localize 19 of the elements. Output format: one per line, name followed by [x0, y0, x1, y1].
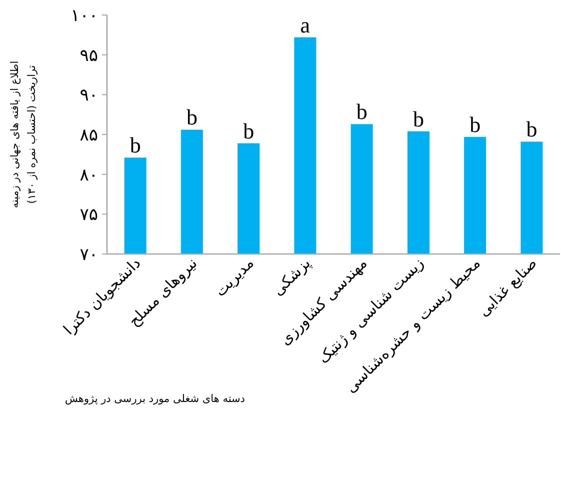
y-tick-label: ۷۵: [80, 205, 98, 226]
x-tick-label: پزشکی: [268, 254, 314, 300]
annotation: b: [412, 106, 424, 132]
y-axis-title: اطلاع از یافته های جهانی در زمینه تراریخت (احتساب نمره از ۱۳۰): [9, 60, 38, 208]
y-tick-label: ۹۰: [80, 86, 98, 106]
y-tick-label: ۸۰: [80, 165, 98, 186]
annotation: b: [130, 132, 141, 158]
y-tick-label: ۹۵: [80, 46, 98, 66]
y-tick-label: ۷۰: [80, 245, 98, 265]
x-axis-title: دسته های شغلی مورد بررسی در پژوهش: [65, 393, 246, 405]
annotation: b: [356, 99, 368, 124]
annotation: b: [526, 116, 538, 142]
y-tick-label: ۸۵: [80, 126, 98, 146]
annotation: a: [300, 12, 310, 38]
annotation: b: [243, 118, 254, 144]
annotation: b: [186, 104, 198, 130]
y-tick-label: ۱۰۰: [70, 6, 98, 26]
annotation: b: [470, 112, 481, 137]
x-tick-label: مدیریت: [211, 254, 258, 300]
